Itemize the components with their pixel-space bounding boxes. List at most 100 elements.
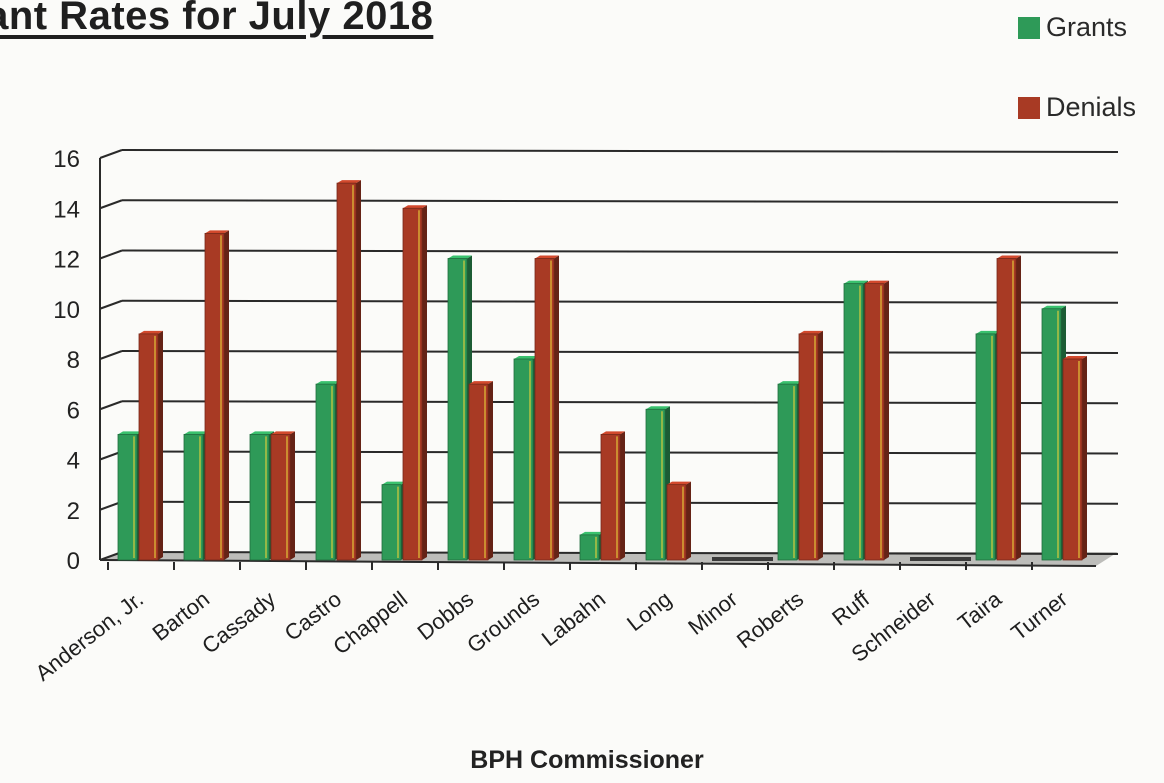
gridline-depth [99,400,123,411]
bar-denials-2 [270,433,291,561]
bar-grants-4-highlight [397,486,399,558]
x-tick-label: Long [622,586,676,636]
bar-denials-0-top [139,330,163,334]
bar-denials-4-top [403,205,427,209]
x-tick-label: Ruff [827,586,875,631]
bar-grants-3-top [316,381,340,385]
bar-grants-1-highlight [199,436,201,558]
bar-denials-4-highlight [418,210,420,558]
bar-grants-8-top [646,406,670,410]
bar-denials-7-highlight [616,436,618,558]
bar-grants-11 [843,283,864,561]
bar-grants-5 [447,258,468,561]
bar-denials-2-top [271,431,295,435]
y-tick-label: 6 [67,397,80,424]
bar-grants-13-top [976,330,1000,334]
bar-denials-10-highlight [814,335,816,558]
bar-grants-14-highlight [1057,310,1059,558]
bar-denials-5-side [488,381,493,560]
bar-grants-10 [777,383,798,561]
bar-grants-5-highlight [463,260,465,558]
legend-item-grants: Grants [1018,12,1127,43]
x-tick-label: Cassady [197,586,280,658]
bar-denials-6-top [535,255,559,259]
x-tick-label: Labahn [537,586,610,651]
bar-denials-1-highlight [220,235,222,558]
bar-grants-7-top [580,531,604,535]
bar-denials-3-highlight [352,185,354,558]
y-tick-label: 8 [67,347,80,374]
bar-denials-10-top [799,330,823,334]
x-tick-label: Taira [953,586,1007,636]
bar-denials-13-highlight [1012,260,1014,558]
bar-grants-13-highlight [991,335,993,558]
y-tick-label: 4 [67,448,80,475]
bar-denials-6 [534,258,555,561]
bar-denials-11-highlight [880,285,882,558]
gridline [121,299,1119,304]
bar-grants-7 [579,534,600,561]
y-tick-label: 12 [53,247,80,274]
bar-grants-10-highlight [793,386,795,558]
bar-denials-1-top [205,230,229,234]
bar-grants-11-top [844,280,868,284]
bar-denials-8-side [686,481,691,560]
x-axis-label: BPH Commissioner [470,746,704,774]
legend-item-denials: Denials [1018,92,1136,123]
bar-grants-0 [117,433,138,561]
bar-denials-13-top [997,255,1021,259]
bar-grants-7-highlight [595,536,597,558]
bar-denials-13-side [1016,255,1021,560]
bar-denials-7-side [620,431,625,560]
legend-swatch-denials-icon [1018,96,1040,119]
bar-denials-3-side [356,180,361,560]
y-tick-label: 2 [67,498,80,525]
bar-denials-14-top [1063,356,1087,359]
gridline [121,249,1119,254]
bar-denials-7 [600,433,621,561]
bar-grants-6-top [514,356,538,359]
x-tick-label: Roberts [732,586,808,653]
bar-grants-0-top [118,431,142,435]
legend-label-grants: Grants [1046,12,1128,42]
x-tick-label: Chappell [328,586,412,659]
bar-denials-4-side [422,205,427,560]
bar-denials-11-top [865,280,889,284]
gridline-depth [99,299,123,310]
bar-denials-6-highlight [550,260,552,558]
bar-grants-1-top [184,431,208,435]
bar-denials-13 [996,258,1017,561]
bar-denials-8 [666,484,687,561]
bar-denials-11 [864,283,885,561]
bar-grants-2 [249,433,270,561]
bar-denials-0-highlight [154,335,156,558]
bar-denials-9-zero [733,557,773,561]
x-tick-label: Anderson, Jr. [31,586,149,686]
legend-label-denials: Denials [1046,92,1137,122]
bar-grants-4 [381,484,402,561]
bar-grants-2-top [250,431,274,435]
gridline [121,400,1119,405]
bar-grants-6-highlight [529,361,531,558]
bar-denials-3 [336,182,357,561]
bar-grants-2-highlight [265,436,267,558]
bar-denials-14-side [1082,356,1087,560]
bar-grants-3 [315,383,336,561]
gridline-depth [99,149,123,159]
bar-grants-3-highlight [331,386,333,558]
bar-grants-8 [645,408,666,561]
bar-denials-8-top [667,481,691,485]
y-tick-label: 16 [53,146,80,173]
bar-denials-11-side [884,280,889,560]
bar-denials-4 [402,207,423,561]
bar-grants-8-highlight [661,411,663,558]
bar-denials-10 [798,333,819,561]
bar-grants-1 [183,433,204,561]
bar-denials-8-highlight [682,486,684,558]
bar-denials-5-highlight [484,386,486,558]
bar-denials-14-highlight [1078,361,1080,558]
bar-denials-7-top [601,431,625,435]
legend-swatch-grants-icon [1018,16,1040,39]
x-tick-label: Grounds [462,586,544,658]
